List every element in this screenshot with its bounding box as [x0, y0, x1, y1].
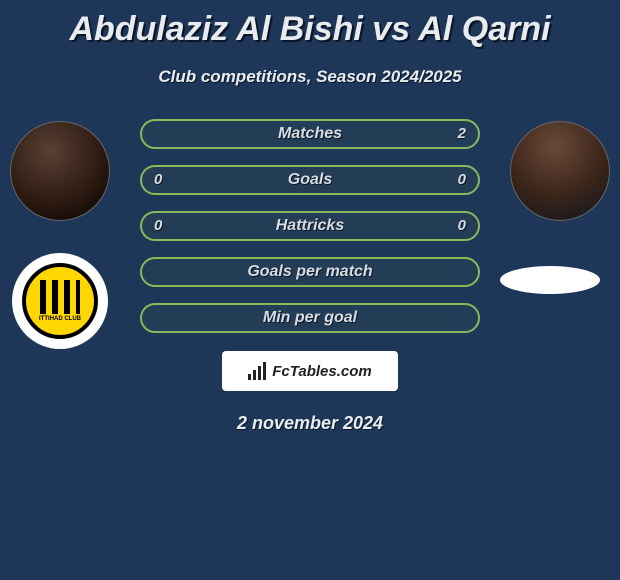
stat-left-value: 0: [154, 171, 162, 188]
player-right-avatar: [510, 121, 610, 221]
stat-right-value: 2: [458, 125, 466, 142]
stat-left-value: 0: [154, 217, 162, 234]
stat-row-hattricks: 0 Hattricks 0: [140, 211, 480, 241]
stat-label: Goals per match: [247, 263, 372, 281]
stat-label: Goals: [288, 171, 332, 189]
stat-row-matches: Matches 2: [140, 119, 480, 149]
club-left-inner: ITTIHAD CLUB: [22, 263, 98, 339]
club-left-name: ITTIHAD CLUB: [39, 316, 81, 322]
player-left-avatar: [10, 121, 110, 221]
stat-row-goals: 0 Goals 0: [140, 165, 480, 195]
club-left-badge: ITTIHAD CLUB: [12, 253, 108, 349]
comparison-content: ITTIHAD CLUB Matches 2 0 Goals 0 0 Hattr…: [0, 111, 620, 451]
stat-label: Hattricks: [276, 217, 344, 235]
page-title: Abdulaziz Al Bishi vs Al Qarni: [0, 0, 620, 49]
stat-label: Matches: [278, 125, 342, 143]
club-right-badge: [500, 266, 600, 294]
stat-label: Min per goal: [263, 309, 357, 327]
stats-list: Matches 2 0 Goals 0 0 Hattricks 0 Goals …: [140, 119, 480, 349]
stat-right-value: 0: [458, 171, 466, 188]
club-stripes-icon: [40, 280, 80, 314]
page-subtitle: Club competitions, Season 2024/2025: [0, 67, 620, 87]
stat-row-mpg: Min per goal: [140, 303, 480, 333]
stat-row-gpm: Goals per match: [140, 257, 480, 287]
stat-right-value: 0: [458, 217, 466, 234]
